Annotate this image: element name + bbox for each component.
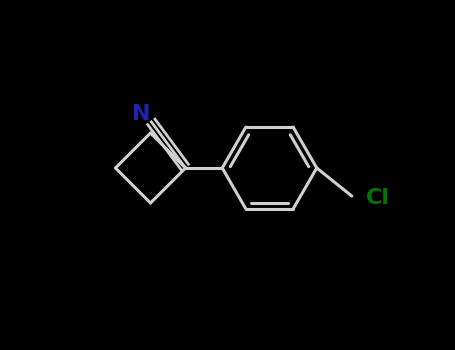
- Text: N: N: [132, 104, 151, 124]
- Text: Cl: Cl: [366, 188, 390, 208]
